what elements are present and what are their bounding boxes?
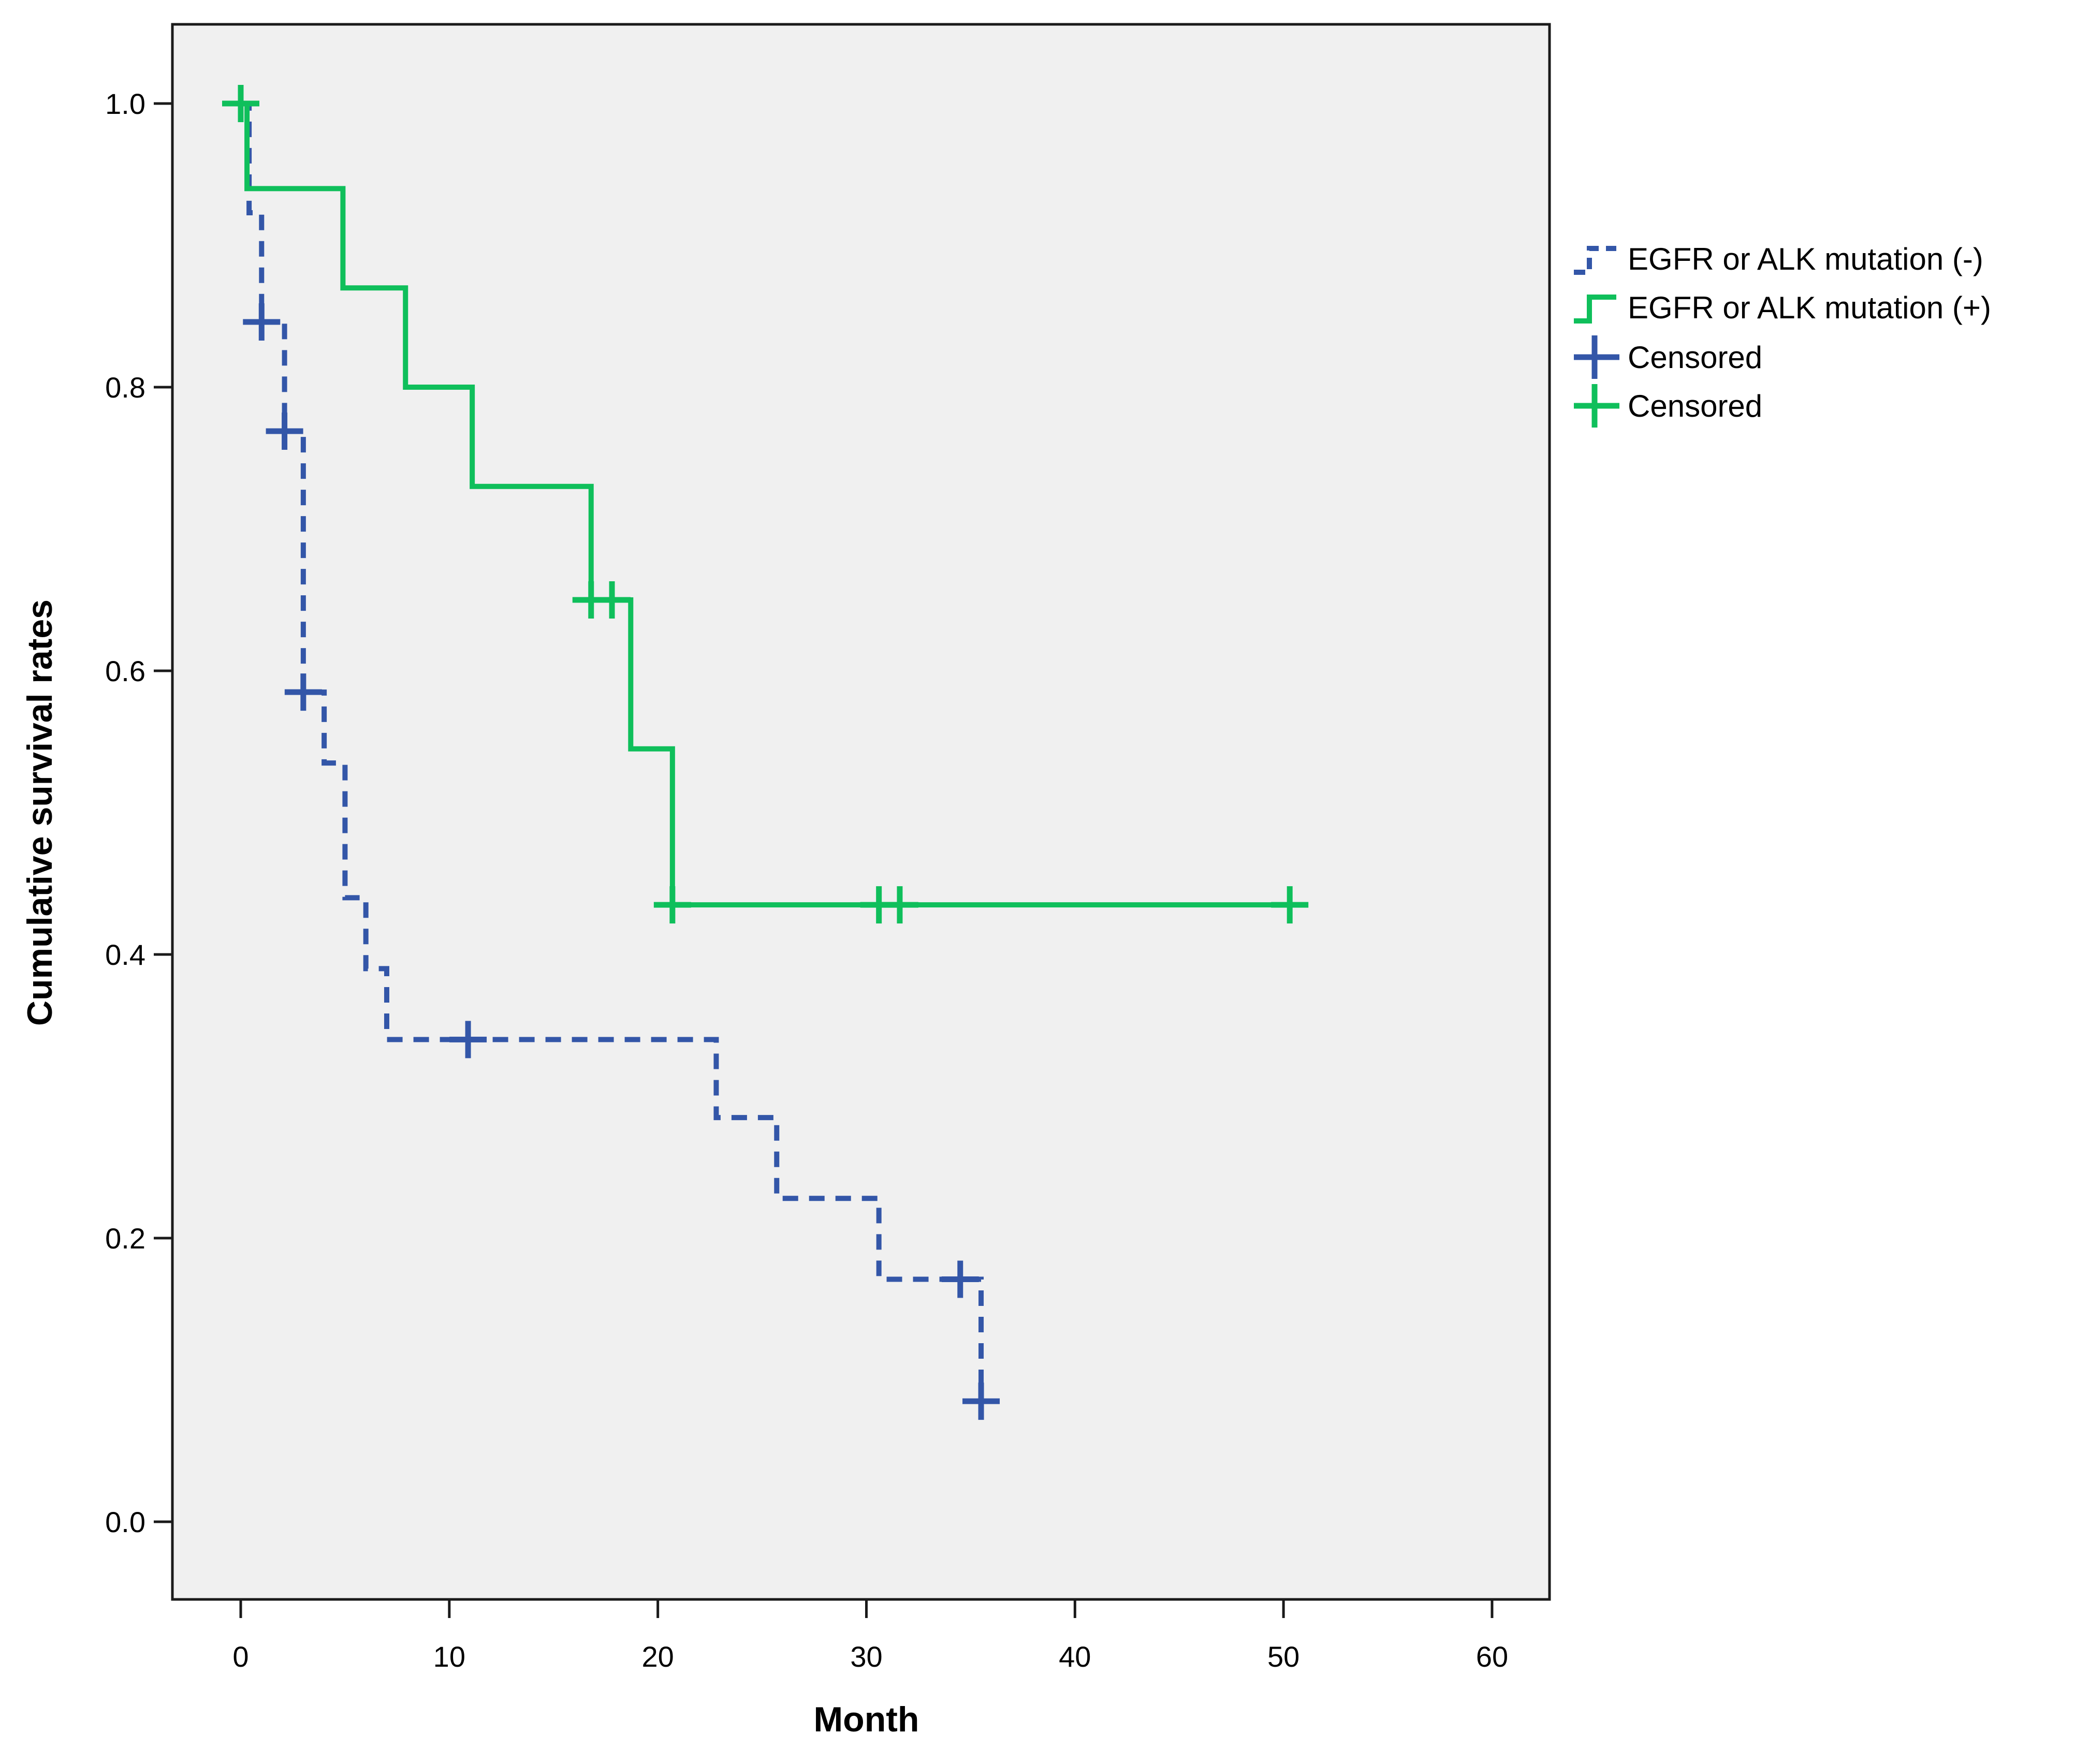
x-tick-label: 0 [232,1640,249,1673]
y-tick-label: 0.0 [105,1506,145,1538]
censored-marks-negative [243,303,1000,1420]
y-axis: 0.0 0.2 0.4 0.6 0.8 1.0 [105,87,172,1538]
y-tick-label: 0.4 [105,938,145,971]
y-tick-label: 0.8 [105,371,145,404]
y-tick-label: 0.2 [105,1222,145,1255]
y-tick-label: 0.6 [105,655,145,687]
x-tick-label: 50 [1267,1640,1299,1673]
legend-label: Censored [1628,389,1762,423]
km-curve-egfr-alk-positive [241,101,1300,908]
legend-label: EGFR or ALK mutation (+) [1628,290,1991,325]
legend-label: Censored [1628,340,1762,375]
legend-item: Censored [1574,335,1762,379]
x-tick-label: 30 [850,1640,882,1673]
censored-marks-positive [222,85,1309,924]
x-tick-label: 60 [1476,1640,1508,1673]
x-axis: 0 10 20 30 40 50 60 [232,1599,1508,1673]
legend-label: EGFR or ALK mutation (-) [1628,242,1983,276]
x-tick-label: 20 [642,1640,674,1673]
y-tick-label: 1.0 [105,87,145,120]
plot-area [171,23,1551,1601]
x-tick-label: 40 [1059,1640,1091,1673]
legend-item: EGFR or ALK mutation (+) [1574,290,1991,325]
x-axis-title: Month [814,1700,919,1739]
x-tick-label: 10 [433,1640,465,1673]
legend: EGFR or ALK mutation (-) EGFR or ALK muta… [1574,242,1991,428]
y-axis-title: Cumulative survival rates [20,599,60,1026]
legend-item: Censored [1574,384,1762,428]
legend-item: EGFR or ALK mutation (-) [1574,242,1983,276]
